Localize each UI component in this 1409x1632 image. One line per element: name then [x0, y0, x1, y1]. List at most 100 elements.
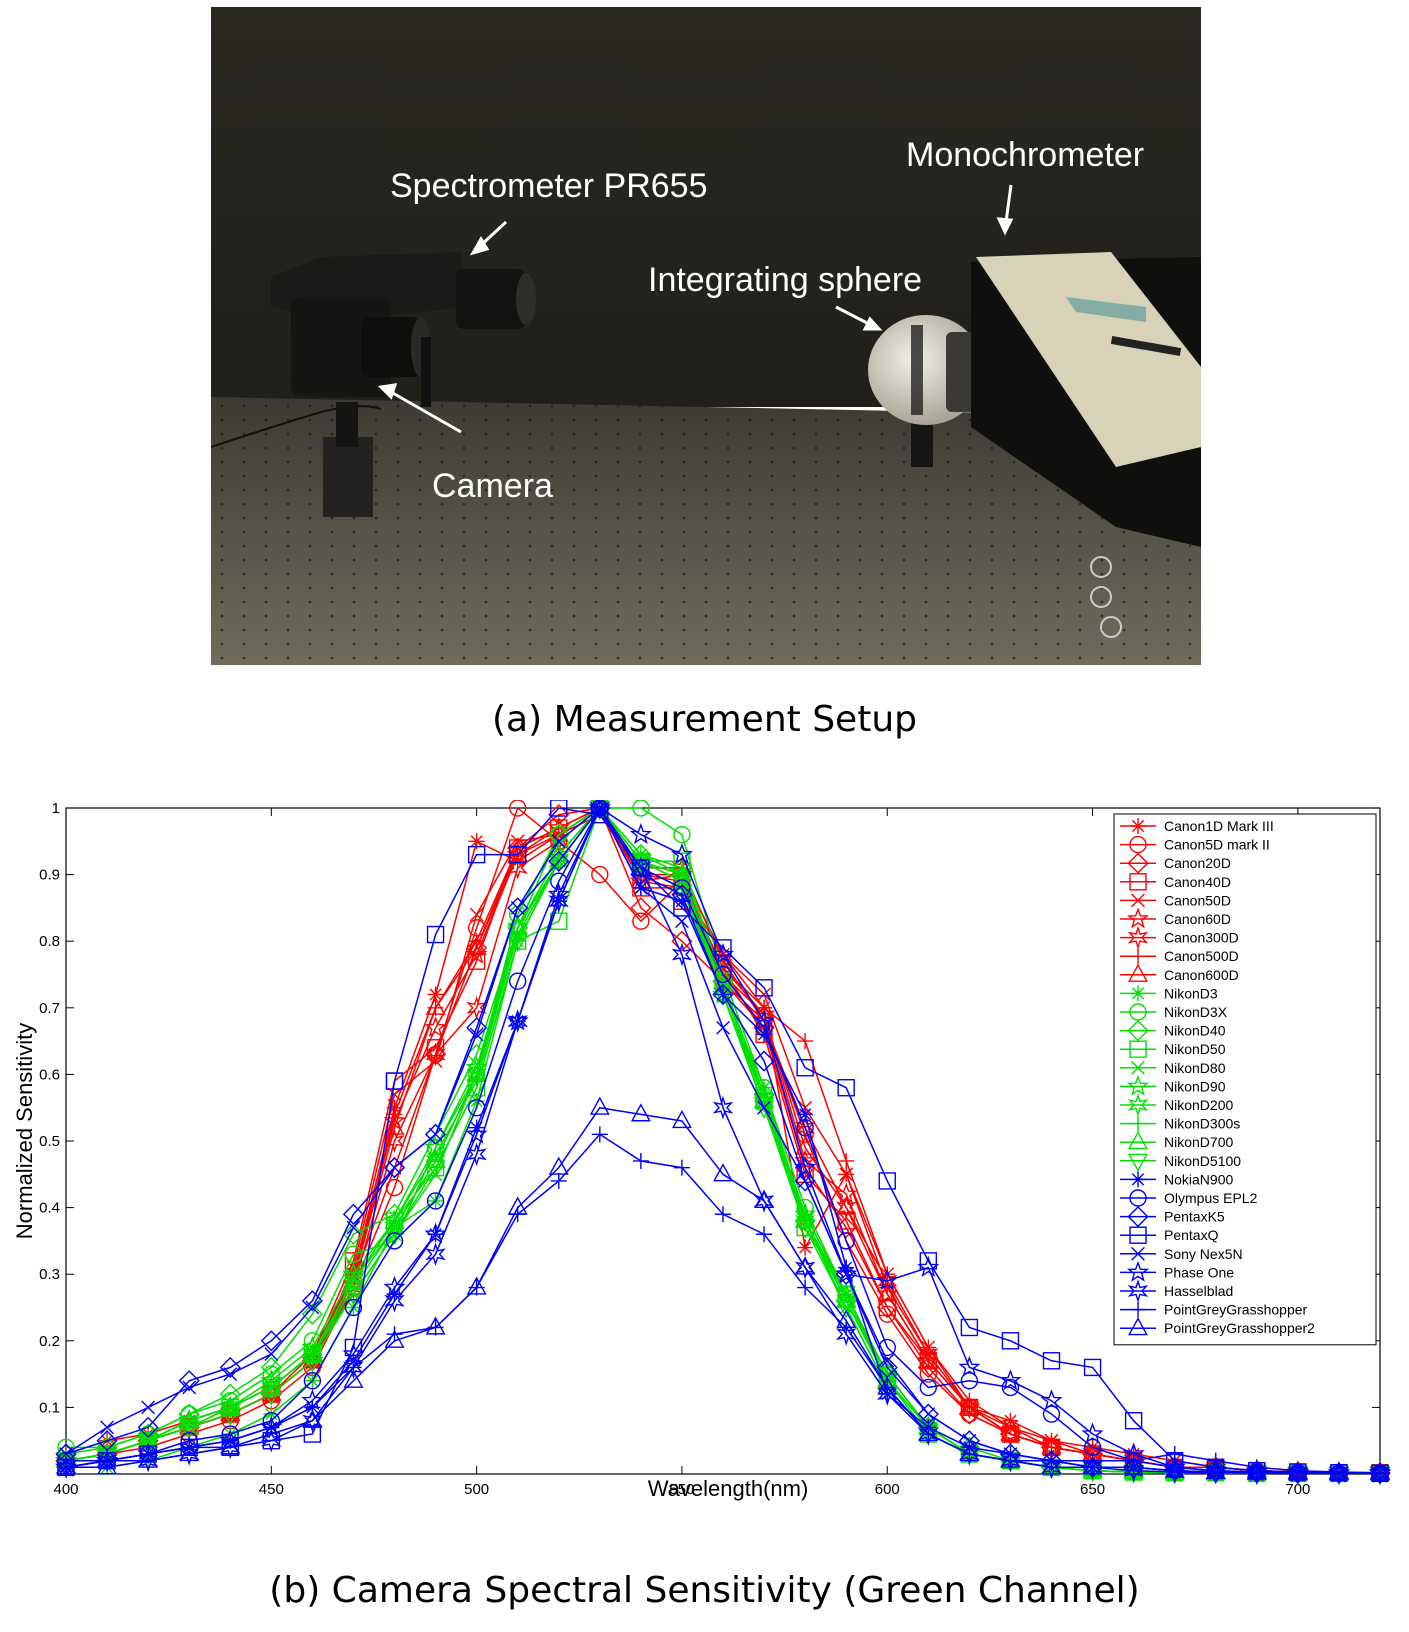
data-point — [1124, 1412, 1143, 1430]
data-point — [959, 1395, 980, 1420]
data-point — [960, 1372, 979, 1390]
y-tick-label: 0.7 — [39, 1000, 60, 1017]
data-point — [712, 1095, 734, 1120]
data-point — [182, 1380, 197, 1395]
data-point — [219, 1356, 241, 1379]
data-point — [1041, 1456, 1062, 1475]
data-point — [263, 1419, 280, 1436]
data-point — [548, 850, 570, 872]
data-point — [261, 1428, 282, 1453]
data-point — [880, 1353, 895, 1368]
data-point — [550, 800, 568, 817]
data-point — [921, 1407, 936, 1421]
data-point — [301, 1303, 323, 1325]
legend-item: Canon5D mark II — [1120, 835, 1270, 854]
data-point — [632, 912, 650, 930]
data-point — [469, 907, 484, 922]
data-point — [466, 1142, 487, 1167]
data-point — [757, 1100, 771, 1115]
data-point — [303, 1425, 322, 1443]
data-point — [550, 1172, 567, 1189]
legend-item: Sony Nex5N — [1120, 1246, 1243, 1262]
data-point — [178, 1408, 200, 1433]
legend-label: PointGreyGrasshopper2 — [1164, 1320, 1315, 1336]
data-point — [673, 825, 691, 844]
y-tick-label: 0.8 — [39, 933, 60, 950]
data-point — [1082, 1455, 1103, 1480]
legend-label: Canon1D Mark III — [1164, 818, 1274, 834]
data-point — [1040, 1450, 1063, 1472]
data-point — [1129, 1189, 1147, 1207]
data-point — [1123, 1456, 1145, 1478]
data-point — [426, 925, 445, 944]
data-point — [548, 889, 570, 914]
x-axis: 400 450 500 550 600 650 700 — [53, 808, 1310, 1498]
data-point — [384, 1288, 405, 1313]
x-tick-label: 600 — [875, 1481, 900, 1498]
data-point — [1129, 1226, 1147, 1244]
data-point — [551, 834, 566, 849]
setup-photo-drawing — [211, 7, 1201, 665]
data-point — [302, 1353, 323, 1372]
data-point — [797, 1106, 814, 1123]
data-point — [838, 1152, 855, 1169]
legend-item: NikonD90 — [1120, 1074, 1226, 1096]
y-tick-label: 0.2 — [39, 1333, 60, 1350]
data-point — [879, 1266, 896, 1283]
data-point — [141, 1400, 156, 1415]
data-point — [342, 1203, 365, 1225]
data-point — [181, 1439, 198, 1456]
data-point — [466, 1080, 487, 1099]
data-point — [837, 1079, 855, 1097]
data-point — [754, 1189, 775, 1209]
data-point — [424, 1123, 447, 1145]
data-point — [918, 1342, 939, 1366]
data-point — [384, 1329, 405, 1348]
data-point — [1127, 925, 1149, 950]
data-point — [302, 1342, 323, 1366]
legend-item: NikonD50 — [1120, 1040, 1226, 1058]
chart-legend: Canon1D Mark III Canon5D mark II Canon20D C… — [1113, 813, 1377, 1346]
x-tick-label: 700 — [1285, 1481, 1310, 1498]
data-point — [876, 1269, 899, 1291]
data-point — [1287, 1462, 1308, 1481]
y-tick-label: 1 — [52, 800, 60, 817]
data-point — [304, 1399, 321, 1416]
legend-item: NikonD3X — [1120, 1003, 1228, 1021]
data-point — [1164, 1460, 1185, 1484]
legend-label: NikonD700 — [1164, 1134, 1233, 1150]
data-point — [466, 936, 487, 955]
legend-label: NikonD80 — [1164, 1060, 1226, 1076]
data-point — [305, 1300, 320, 1315]
data-point — [1131, 893, 1145, 908]
data-point — [55, 1455, 77, 1480]
data-point — [630, 1103, 651, 1122]
data-point — [345, 1359, 362, 1376]
data-point — [1001, 1378, 1020, 1397]
data-point — [428, 1054, 443, 1068]
data-point — [468, 1119, 485, 1136]
data-point — [1207, 1452, 1224, 1469]
data-point — [835, 1262, 858, 1284]
y-axis-label: Normalized Sensitivity — [12, 1023, 37, 1239]
data-point — [837, 1232, 855, 1250]
data-point — [838, 1259, 855, 1276]
data-point — [1131, 1246, 1145, 1261]
data-point — [1123, 1458, 1144, 1483]
data-point — [629, 823, 652, 845]
data-point — [918, 1349, 939, 1368]
y-tick-label: 0.3 — [39, 1266, 60, 1283]
data-point — [835, 1322, 857, 1346]
legend-label: NikonD3X — [1164, 1004, 1228, 1020]
data-point — [138, 1433, 159, 1452]
data-point — [1128, 1131, 1148, 1150]
data-point — [711, 942, 735, 964]
series-hasselblad — [55, 800, 1391, 1486]
data-point — [757, 987, 771, 1002]
legend-label: PentaxK5 — [1164, 1209, 1225, 1225]
data-point — [507, 1196, 528, 1215]
data-point — [756, 1026, 773, 1043]
data-point — [507, 897, 529, 919]
legend-item: NikonD300s — [1120, 1116, 1240, 1132]
legend-label: PointGreyGrasshopper — [1164, 1302, 1308, 1318]
